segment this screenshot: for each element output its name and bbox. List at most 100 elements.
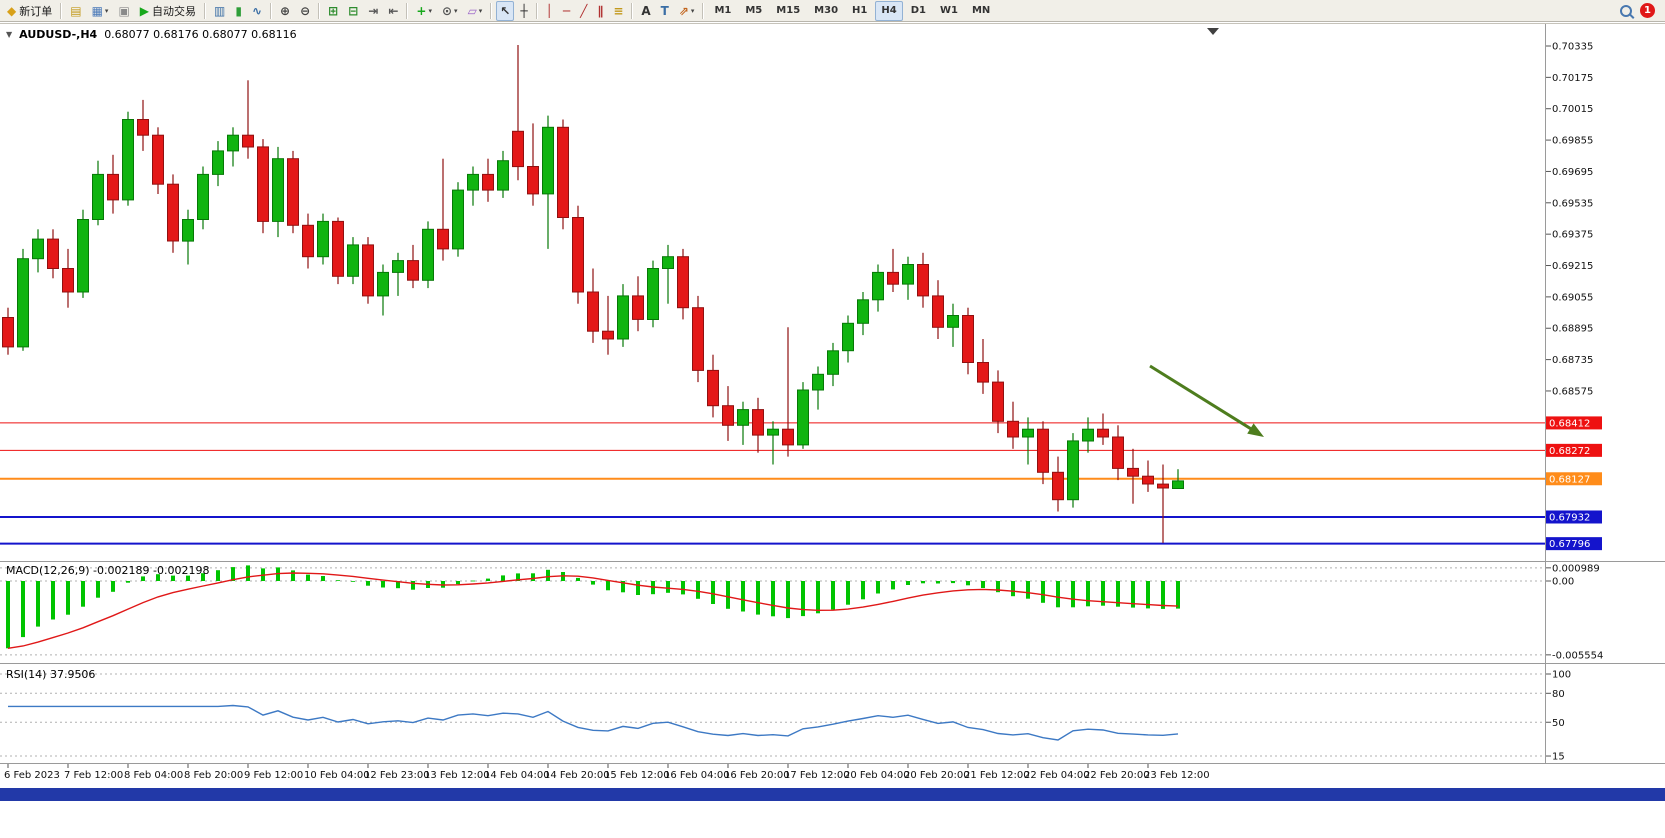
candle-body	[842, 322, 854, 352]
timeframe-m1[interactable]: M1	[714, 5, 732, 16]
candle-body	[542, 126, 554, 195]
zoom-in-icon: ⊕	[280, 3, 291, 18]
candle-body	[122, 119, 134, 201]
time-axis-label: 12 Feb 23:00	[364, 770, 430, 781]
fibonacci-icon[interactable]: ≡	[609, 1, 627, 21]
trend-arrow-shaft[interactable]	[1149, 364, 1257, 433]
timeframe-m5[interactable]: M5	[745, 5, 763, 16]
text-icon[interactable]: A	[637, 1, 654, 21]
zoom-out-icon[interactable]: ⊖	[296, 1, 314, 21]
time-axis-label: 20 Feb 20:00	[904, 770, 970, 781]
auto-scroll-icon: ⇥	[368, 3, 379, 18]
time-axis-label: 14 Feb 04:00	[484, 770, 550, 781]
candle-body	[62, 268, 74, 293]
macd-histogram-bar	[186, 575, 190, 581]
toolbar-separator	[60, 2, 63, 19]
candlestick-chart-icon: ▮	[235, 3, 242, 18]
macd-histogram-bar	[1011, 581, 1015, 597]
auto-scroll-icon[interactable]: ⇥	[364, 1, 382, 21]
chevron-down-icon: ▾	[428, 6, 432, 15]
macd-histogram-bar	[891, 581, 895, 590]
price-tick-label: 0.69055	[1552, 292, 1593, 303]
new-chart-icon[interactable]: ▦ ▾	[88, 1, 113, 21]
timeframe-h1[interactable]: H1	[852, 5, 868, 16]
candle-body	[92, 173, 104, 220]
macd-histogram-bar	[1026, 581, 1030, 599]
autotrading-button[interactable]: ▶ 自动交易	[136, 1, 200, 21]
toolbar-separator	[702, 2, 705, 19]
toolbar-separator	[490, 2, 493, 19]
trendline-icon: ╱	[580, 3, 588, 18]
candle-body	[827, 350, 839, 375]
vertical-line-icon[interactable]: │	[542, 1, 557, 21]
candle-body	[152, 134, 164, 185]
timeframe-m30[interactable]: M30	[814, 5, 839, 16]
candle-body	[707, 369, 719, 407]
candle-body	[917, 264, 929, 297]
macd-histogram-bar	[726, 581, 730, 609]
collapse-chevron-icon[interactable]: ▼	[6, 30, 13, 39]
bar-chart-icon[interactable]: ▥	[210, 1, 229, 21]
candle-body	[407, 260, 419, 281]
level-price-text: 0.67932	[1549, 512, 1590, 523]
candle-body	[437, 228, 449, 250]
candle-body	[992, 381, 1004, 422]
macd-histogram-bar	[291, 570, 295, 581]
candle-body	[1112, 436, 1124, 469]
crosshair-icon[interactable]: ┼	[516, 1, 531, 21]
cursor-icon[interactable]: ↖	[496, 0, 515, 21]
price-scale	[1546, 45, 1551, 392]
macd-histogram-bar	[1086, 581, 1090, 607]
channel-icon[interactable]: ∥	[593, 1, 607, 21]
level-price-text: 0.68127	[1549, 474, 1590, 485]
macd-histogram-bar	[156, 574, 160, 581]
cascade-windows-icon[interactable]: ⊟	[344, 1, 362, 21]
trend-arrow-annotation[interactable]	[1149, 364, 1264, 437]
macd-histogram-bar	[801, 581, 805, 617]
time-axis-label: 8 Feb 20:00	[184, 770, 243, 781]
status-bar	[0, 788, 1665, 801]
chevron-down-icon: ▾	[104, 6, 109, 15]
candle-body	[872, 271, 884, 301]
templates-icon[interactable]: ▱ ▾	[464, 1, 487, 21]
level-price-text: 0.68272	[1549, 446, 1590, 457]
chart-profiles-icon[interactable]: ▤	[66, 1, 85, 21]
macd-histogram-bar	[201, 573, 205, 581]
chart-shift-marker[interactable]	[1207, 28, 1219, 35]
chart-shift-icon[interactable]: ⇤	[384, 1, 402, 21]
timeframe-h4[interactable]: H4	[875, 0, 903, 21]
candlestick-chart-icon[interactable]: ▮	[231, 1, 246, 21]
data-window-icon[interactable]: ▣	[114, 1, 133, 21]
timeframe-m15[interactable]: M15	[776, 5, 801, 16]
horizontal-line-icon[interactable]: ─	[559, 1, 574, 21]
timeframe-mn[interactable]: MN	[971, 5, 991, 16]
time-axis-label: 22 Feb 20:00	[1084, 770, 1150, 781]
indicators-icon[interactable]: + ▾	[412, 1, 436, 21]
arrows-icon[interactable]: ⇗ ▾	[675, 1, 699, 21]
candle-body	[317, 220, 329, 258]
zoom-in-icon[interactable]: ⊕	[276, 1, 294, 21]
trendline-icon[interactable]: ╱	[576, 1, 591, 21]
candle-body	[1052, 471, 1064, 501]
line-chart-icon[interactable]: ∿	[248, 1, 266, 21]
macd-histogram-bar	[741, 581, 745, 612]
candle-body	[182, 219, 194, 242]
macd-histogram-bar	[51, 581, 55, 620]
rsi-line	[8, 704, 1179, 741]
candle-body	[392, 260, 404, 273]
periods-icon[interactable]: ⊙ ▾	[438, 1, 462, 21]
macd-histogram-bar	[1101, 581, 1105, 606]
timeframe-d1[interactable]: D1	[910, 5, 926, 16]
new-order-button[interactable]: ◆ 新订单	[3, 1, 56, 21]
candle-body	[632, 295, 644, 320]
search-icon[interactable]	[1620, 4, 1632, 17]
candle-body	[77, 219, 89, 293]
candle-body	[1172, 480, 1184, 489]
candle-body	[1007, 420, 1019, 438]
tile-windows-icon[interactable]: ⊞	[324, 1, 342, 21]
timeframe-w1[interactable]: W1	[939, 5, 958, 16]
time-axis-label: 13 Feb 12:00	[424, 770, 490, 781]
text-label-icon[interactable]: T	[657, 1, 673, 21]
notifications-badge[interactable]: 1	[1640, 3, 1655, 18]
